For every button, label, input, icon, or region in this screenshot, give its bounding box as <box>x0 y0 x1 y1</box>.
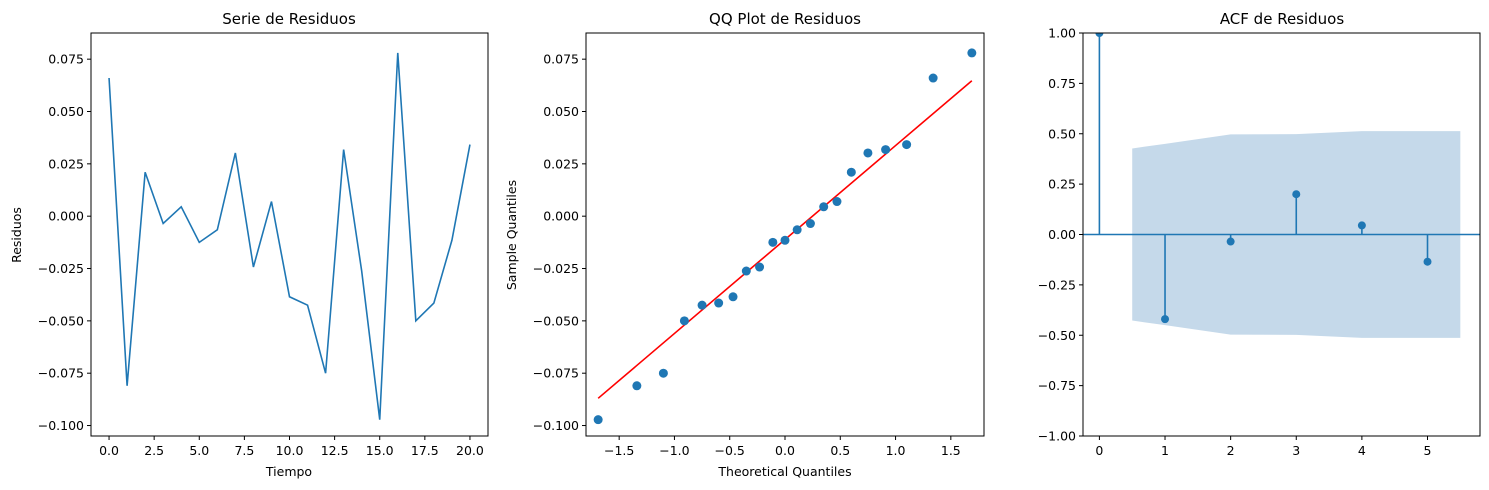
residual-series-ytick-label: 0.050 <box>48 104 84 119</box>
qq-plot-title: QQ Plot de Residuos <box>709 10 861 28</box>
residual-series-xtick-label: 5.0 <box>189 443 209 458</box>
acf-xtick-label: 3 <box>1292 443 1300 458</box>
qq-point <box>768 237 778 247</box>
qq-point <box>928 73 938 83</box>
acf-ytick-label: 1.00 <box>1048 26 1076 41</box>
qq-plot-xtick-label: −1.0 <box>659 443 689 458</box>
qq-plot-ytick-label: 0.050 <box>543 104 579 119</box>
qq-plot-xtick-label: 1.0 <box>886 443 906 458</box>
residual-series-title: Serie de Residuos <box>222 10 356 28</box>
residual-series-line <box>108 52 471 420</box>
qq-point <box>741 266 751 276</box>
residual-series-axes-frame <box>90 32 489 437</box>
acf-ytick-label: 0.25 <box>1048 177 1076 192</box>
residual-series-ytick-label: −0.050 <box>38 313 84 328</box>
residual-series-ytick-label: 0.075 <box>48 52 84 67</box>
qq-point <box>755 262 765 272</box>
qq-plot-xtick-label: 0.5 <box>830 443 850 458</box>
qq-plot-ytick-label: −0.025 <box>533 261 579 276</box>
acf-ytick-label: −0.50 <box>1038 328 1076 343</box>
qq-plot-ytick-label: −0.050 <box>533 313 579 328</box>
residual-series-xtick-label: 17.5 <box>411 443 439 458</box>
qq-point <box>679 316 689 326</box>
acf-marker <box>1292 190 1301 199</box>
qq-point <box>819 202 829 212</box>
acf-marker <box>1095 33 1104 37</box>
qq-plot-ytick-label: 0.025 <box>543 156 579 171</box>
acf-marker <box>1226 237 1235 246</box>
qq-point <box>881 145 891 155</box>
residual-series-xtick-label: 7.5 <box>234 443 254 458</box>
qq-point <box>832 197 842 207</box>
qq-plot-xtick-label: −0.5 <box>715 443 745 458</box>
qq-point <box>780 235 790 245</box>
acf-ytick-label: 0.00 <box>1048 227 1076 242</box>
acf-panel: ACF de Residuos 0 1 2 3 4 5 −1.00 −0.75 −0.50 −0.… <box>1038 10 1481 458</box>
acf-ytick-label: −1.00 <box>1038 429 1076 444</box>
qq-point <box>846 167 856 177</box>
residual-series-xlabel: Tiempo <box>265 464 312 479</box>
acf-marker <box>1357 221 1366 230</box>
qq-plot-ytick-label: 0.075 <box>543 52 579 67</box>
qq-point <box>805 219 815 229</box>
residual-series-ytick-label: −0.025 <box>38 261 84 276</box>
residual-series-xtick-label: 20.0 <box>456 443 484 458</box>
acf-ytick-label: 0.50 <box>1048 126 1076 141</box>
qq-point <box>728 292 738 302</box>
acf-xtick-label: 2 <box>1227 443 1235 458</box>
residual-series-ytick-label: 0.025 <box>48 156 84 171</box>
acf-marker <box>1161 315 1170 324</box>
qq-point <box>697 300 707 310</box>
qq-plot-xtick-label: −1.5 <box>604 443 634 458</box>
qq-plot-xlabel: Theoretical Quantiles <box>717 464 851 479</box>
qq-plot-plot-area <box>593 48 977 425</box>
residual-series-ytick-label: −0.100 <box>38 418 84 433</box>
acf-xtick-label: 1 <box>1161 443 1169 458</box>
qq-plot-ytick-label: −0.100 <box>533 418 579 433</box>
qq-point <box>632 381 642 391</box>
residual-series-panel: Serie de Residuos Tiempo Residuos 0.0 2.5… <box>9 10 489 479</box>
acf-marker <box>1423 257 1432 266</box>
qq-plot-xtick-label: 0.0 <box>775 443 795 458</box>
qq-point <box>967 48 977 58</box>
residual-series-ytick-label: 0.000 <box>48 209 84 224</box>
acf-xtick-label: 4 <box>1358 443 1366 458</box>
qq-point <box>792 225 802 235</box>
residual-series-xtick-label: 15.0 <box>366 443 394 458</box>
qq-plot-axes-frame <box>585 32 985 437</box>
qq-plot-ytick-label: 0.000 <box>543 209 579 224</box>
residual-series-plot-area <box>108 52 471 420</box>
qq-point <box>658 368 668 378</box>
residual-series-xtick-label: 0.0 <box>99 443 119 458</box>
acf-xtick-label: 5 <box>1424 443 1432 458</box>
qq-plot-ytick-label: −0.075 <box>533 366 579 381</box>
qq-plot-ylabel: Sample Quantiles <box>504 180 519 290</box>
acf-title: ACF de Residuos <box>1220 10 1345 28</box>
residual-series-ytick-label: −0.075 <box>38 366 84 381</box>
acf-plot-area <box>1083 33 1480 338</box>
qq-point <box>902 140 912 150</box>
qq-plot-panel: QQ Plot de Residuos Theoretical Quantile… <box>504 10 985 479</box>
qq-plot-xtick-label: 1.5 <box>941 443 961 458</box>
residual-series-xtick-label: 2.5 <box>144 443 164 458</box>
residual-series-xtick-label: 12.5 <box>321 443 349 458</box>
qq-point <box>593 415 603 425</box>
residual-series-ylabel: Residuos <box>9 207 24 263</box>
acf-ytick-label: −0.25 <box>1038 277 1076 292</box>
acf-xtick-label: 0 <box>1095 443 1103 458</box>
residual-series-xtick-label: 10.0 <box>276 443 304 458</box>
qq-point <box>863 148 873 158</box>
acf-ytick-label: −0.75 <box>1038 378 1076 393</box>
acf-ytick-label: 0.75 <box>1048 76 1076 91</box>
qq-point <box>714 298 724 308</box>
